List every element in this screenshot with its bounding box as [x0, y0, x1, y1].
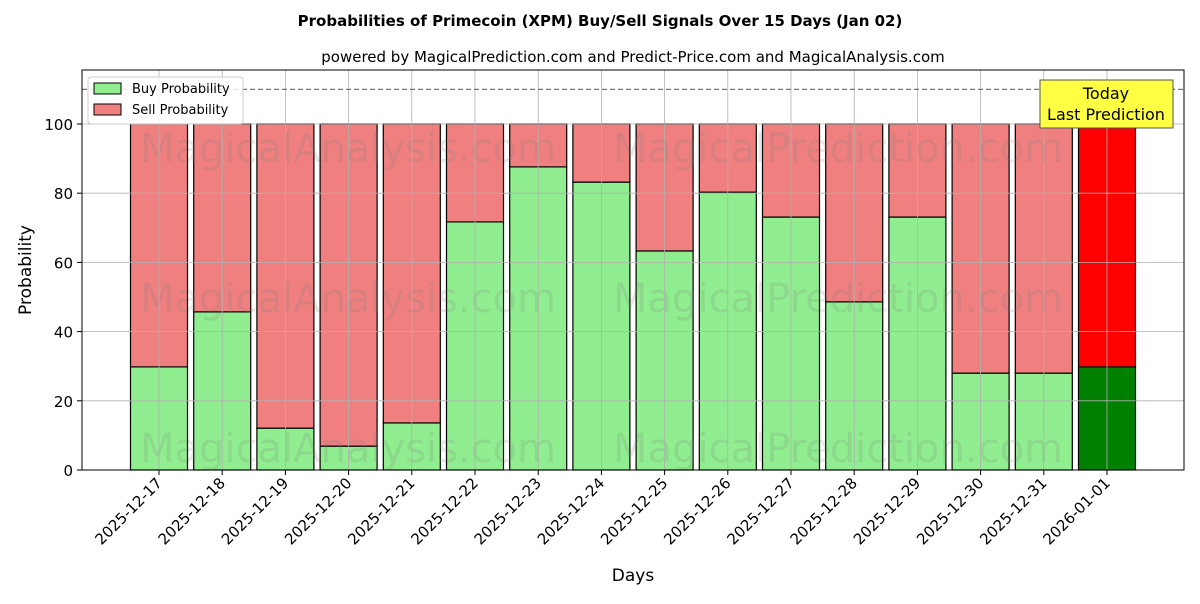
legend: Buy Probability Sell Probability	[87, 76, 244, 125]
y-tick-label: 80	[54, 185, 73, 203]
y-tick-label: 40	[54, 324, 73, 342]
x-tick-label: 2025-12-20	[281, 474, 355, 548]
legend-box	[87, 76, 244, 125]
y-tick-label: 100	[44, 116, 73, 134]
x-tick-label: 2025-12-28	[787, 474, 861, 548]
annotation-text: Today	[1082, 84, 1129, 103]
legend-label: Sell Probability	[132, 103, 229, 118]
x-tick-label: 2025-12-22	[407, 474, 481, 548]
chart-subtitle: powered by MagicalPrediction.com and Pre…	[321, 48, 945, 66]
annotation-text: Last Prediction	[1047, 105, 1165, 124]
annotation-box	[1039, 79, 1174, 129]
y-tick-label: 0	[63, 462, 73, 480]
x-tick-label: 2025-12-18	[155, 474, 229, 548]
y-tick-label: 20	[54, 393, 73, 411]
watermark-text: MagicalPrediction.com	[613, 126, 1063, 172]
legend-label: Buy Probability	[132, 82, 230, 97]
x-tick-label: 2026-01-01	[1039, 474, 1113, 548]
legend-swatch	[93, 103, 122, 116]
x-tick-label: 2025-12-21	[344, 474, 418, 548]
x-tick-label: 2025-12-17	[91, 474, 165, 548]
watermark-text: MagicalAnalysis.com	[140, 276, 556, 322]
x-tick-label: 2025-12-27	[723, 474, 797, 548]
watermark-text: MagicalPrediction.com	[613, 276, 1063, 322]
watermark-text: MagicalAnalysis.com	[140, 126, 556, 172]
y-tick-label: 60	[54, 254, 73, 272]
x-tick-label: 2025-12-23	[471, 474, 545, 548]
x-tick-label: 2025-12-30	[913, 474, 987, 548]
watermark-text: MagicalPrediction.com	[613, 426, 1063, 472]
x-tick-label: 2025-12-19	[218, 474, 292, 548]
chart-title: Probabilities of Primecoin (XPM) Buy/Sel…	[298, 12, 903, 30]
x-tick-label: 2025-12-26	[660, 474, 734, 548]
x-tick-label: 2025-12-31	[976, 474, 1050, 548]
x-tick-label: 2025-12-29	[850, 474, 924, 548]
watermark-text: MagicalAnalysis.com	[140, 426, 556, 472]
x-axis-label: Days	[612, 566, 655, 586]
y-axis-label: Probability	[16, 225, 36, 315]
x-tick-label: 2025-12-24	[534, 474, 608, 548]
legend-swatch	[93, 82, 122, 95]
x-tick-label: 2025-12-25	[597, 474, 671, 548]
plot-frame	[81, 69, 1185, 471]
